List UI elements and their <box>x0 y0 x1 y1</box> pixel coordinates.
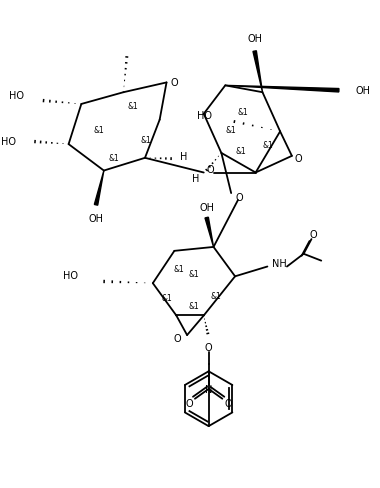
Text: &1: &1 <box>262 141 273 149</box>
Text: OH: OH <box>356 86 370 96</box>
Text: OH: OH <box>247 34 262 44</box>
Text: O: O <box>205 342 212 352</box>
Text: O: O <box>225 398 232 408</box>
Text: &1: &1 <box>174 264 185 273</box>
Text: HO: HO <box>63 271 78 281</box>
Polygon shape <box>225 86 339 93</box>
Polygon shape <box>94 171 104 206</box>
Text: &1: &1 <box>108 154 119 163</box>
Text: O: O <box>310 230 317 240</box>
Text: NH: NH <box>272 258 287 268</box>
Text: N: N <box>205 384 212 394</box>
Text: HO: HO <box>9 91 24 101</box>
Text: H: H <box>180 152 188 162</box>
Text: &1: &1 <box>128 102 139 111</box>
Text: &1: &1 <box>226 126 236 135</box>
Text: O: O <box>185 398 193 408</box>
Polygon shape <box>253 52 263 93</box>
Text: OH: OH <box>89 213 103 223</box>
Text: H: H <box>192 174 200 184</box>
Text: &1: &1 <box>236 147 246 156</box>
Text: &1: &1 <box>238 108 248 117</box>
Text: HO: HO <box>1 137 16 147</box>
Text: O: O <box>295 154 302 163</box>
Text: &1: &1 <box>141 136 151 144</box>
Text: O: O <box>174 333 181 343</box>
Text: O: O <box>171 78 178 88</box>
Text: &1: &1 <box>188 269 200 278</box>
Text: O: O <box>235 193 243 203</box>
Polygon shape <box>205 218 214 247</box>
Text: &1: &1 <box>188 302 200 310</box>
Text: HO: HO <box>196 110 212 121</box>
Text: OH: OH <box>199 203 214 212</box>
Text: O: O <box>207 164 214 174</box>
Text: &1: &1 <box>210 292 221 301</box>
Text: &1: &1 <box>93 126 105 135</box>
Text: &1: &1 <box>161 294 172 303</box>
